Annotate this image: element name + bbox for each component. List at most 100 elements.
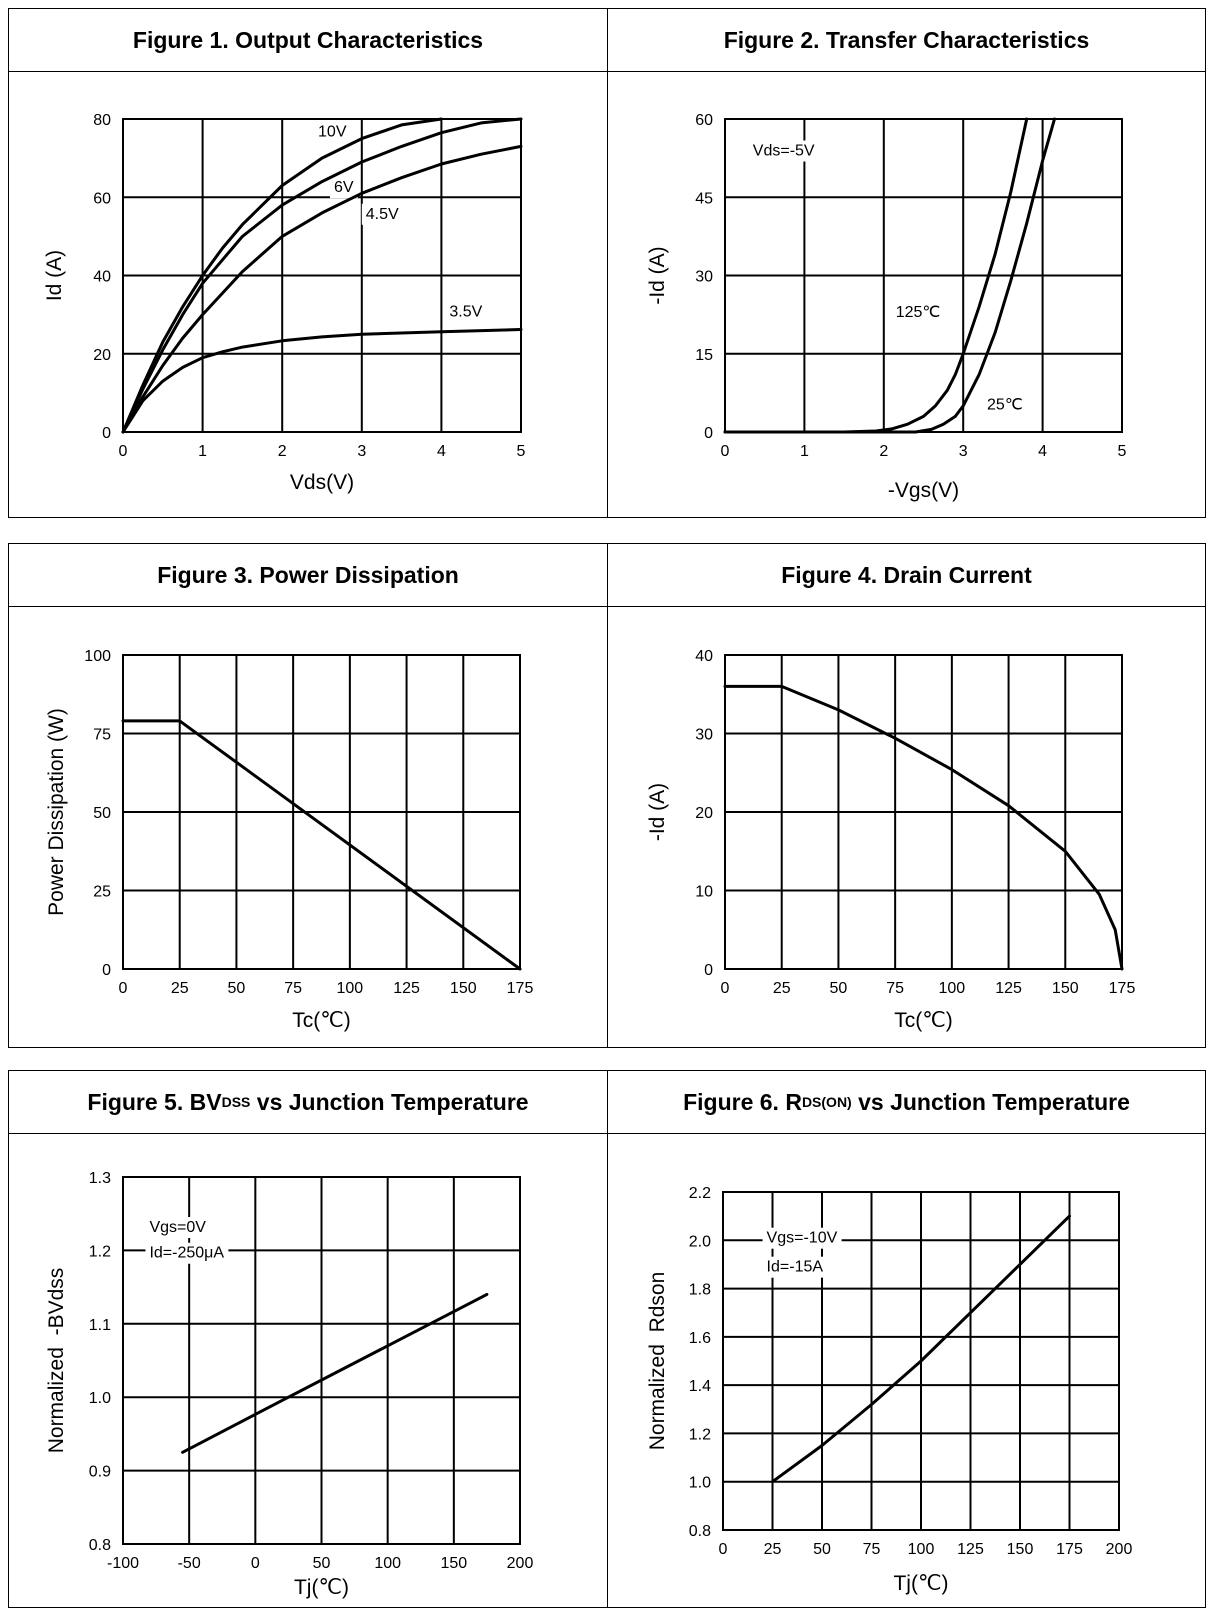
figure-2-annotation-backdrop — [891, 302, 945, 324]
figure-1-y-tick-label: 60 — [93, 190, 111, 207]
figure-6-chart: 0 25 50 75 100 125 150 175 200 0.8 1.0 1.2 1.4 1.6 1.8… — [646, 1185, 1133, 1595]
figure-5-y-tick-label: 0.8 — [89, 1537, 111, 1554]
figure-3-series-line-1 — [121, 719, 522, 971]
figure-6-y-tick-label: 1.6 — [689, 1330, 711, 1347]
figure-1-annotation: 10V — [318, 124, 347, 141]
figure-1-x-tick-label: 2 — [278, 443, 287, 460]
figure-4-x-tick-label: 100 — [939, 980, 966, 997]
figure-3-y-tick-label: 25 — [93, 884, 111, 901]
figure-1-annotation-backdrop — [361, 203, 404, 225]
figure-6-x-tick-label: 200 — [1106, 1541, 1133, 1558]
figure-1-series-line-3 — [121, 144, 523, 434]
figure-panel-3: Figure 3. Power Dissipation 0 25 50 75 100 12… — [9, 544, 607, 1047]
figure-panel-5: Figure 5. BV DSS vs Junction Temperature … — [9, 1071, 607, 1607]
figure-2-annotation: 25℃ — [987, 397, 1023, 414]
figure-6-x-tick-label: 175 — [1056, 1541, 1083, 1558]
figure-5-series-line-1 — [181, 1292, 489, 1454]
figure-3-x-tick-label: 0 — [119, 980, 128, 997]
figure-6-plot-frame — [722, 1191, 1120, 1531]
figure-4-x-tick-label: 175 — [1109, 980, 1136, 997]
figure-1-y-tick-label: 80 — [93, 112, 111, 129]
figure-6-y-tick-label: 1.4 — [689, 1378, 711, 1395]
figure-6-x-tick-label: 125 — [957, 1541, 984, 1558]
figure-1-plot-frame — [122, 118, 522, 433]
figure-4-x-axis-label: Tc(℃) — [894, 1009, 953, 1032]
figure-3-y-tick-label: 75 — [93, 727, 111, 744]
figure-2-x-tick-label: 2 — [879, 443, 888, 460]
figure-4-y-tick-label: 20 — [695, 805, 713, 822]
figure-3-x-axis-label: Tc(℃) — [292, 1009, 351, 1032]
figure-5-x-axis-label: Tj(℃) — [294, 1576, 349, 1599]
figure-3-x-tick-label: 175 — [507, 980, 534, 997]
figure-6-title-main: Figure 6. R — [683, 1088, 802, 1115]
figure-4-x-tick-label: 75 — [886, 980, 904, 997]
figure-2-x-tick-label: 0 — [721, 443, 730, 460]
figure-4-y-axis-label: -Id (A) — [646, 783, 669, 841]
figure-1-x-tick-label: 1 — [198, 443, 207, 460]
figure-6-x-tick-label: 150 — [1007, 1541, 1034, 1558]
figure-row-2: Figure 3. Power Dissipation 0 25 50 75 100 12… — [8, 543, 1206, 1048]
figure-1-chart: 0 1 2 3 4 5 0 20 40 60 80 Vds(V) Id (A) 10V 6V 4.5V 3.5V — [43, 112, 526, 494]
figure-6-series-line-1 — [771, 1214, 1071, 1484]
figure-4-title: Figure 4. Drain Current — [608, 544, 1205, 607]
figure-4-x-tick-label: 125 — [995, 980, 1022, 997]
figure-2-x-tick-label: 4 — [1038, 443, 1047, 460]
figure-1-y-tick-label: 40 — [93, 269, 111, 286]
figure-3-chart: 0 25 50 75 100 125 150 175 0 25 50 75 100 Tc(℃) Power … — [45, 648, 534, 1032]
figure-5-y-tick-label: 1.0 — [89, 1390, 111, 1407]
figure-2-annotation-backdrop — [983, 394, 1027, 416]
figure-6-annotation-backdrop — [762, 1227, 842, 1249]
figure-3-x-tick-label: 50 — [228, 980, 246, 997]
figure-3-x-tick-label: 100 — [337, 980, 364, 997]
figure-1-y-tick-label: 20 — [93, 347, 111, 364]
figure-1-x-tick-label: 0 — [119, 443, 128, 460]
figure-6-annotation: Id=-15A — [767, 1259, 824, 1276]
figure-6-y-tick-label: 0.8 — [689, 1523, 711, 1540]
figure-6-y-tick-label: 1.0 — [689, 1475, 711, 1492]
figure-1-series-line-1 — [121, 117, 443, 434]
figure-6-x-tick-label: 25 — [764, 1541, 782, 1558]
figure-5-annotation: Vgs=0V — [149, 1219, 206, 1236]
figure-5-plot-frame — [122, 1176, 521, 1545]
figure-1-y-tick-label: 0 — [102, 425, 111, 442]
figure-5-title-rest: vs Junction Temperature — [250, 1088, 529, 1115]
figure-4-y-tick-label: 0 — [704, 962, 713, 979]
figure-2-y-axis-label: -Id (A) — [646, 246, 669, 304]
figure-6-y-tick-label: 2.0 — [689, 1233, 711, 1250]
figure-5-annotation-backdrop — [145, 1242, 229, 1264]
figure-6-title-sub: DS(ON) — [801, 1094, 852, 1110]
figure-1-annotation-backdrop — [314, 121, 351, 143]
figure-2-x-tick-label: 1 — [800, 443, 809, 460]
figure-3-x-tick-label: 75 — [284, 980, 302, 997]
figure-4-chart: 0 25 50 75 100 125 150 175 0 10 20 30 40 Tc(℃) -Id (A) — [646, 648, 1136, 1032]
figure-5-title-main: Figure 5. BV — [87, 1088, 222, 1115]
figure-3-x-tick-label: 25 — [171, 980, 189, 997]
figure-5-x-tick-label: 150 — [440, 1555, 467, 1572]
figure-2-title: Figure 2. Transfer Characteristics — [608, 9, 1205, 72]
figure-panel-4: Figure 4. Drain Current 0 25 50 75 100 125 150… — [607, 544, 1205, 1047]
figure-1-x-tick-label: 5 — [517, 443, 526, 460]
figure-panel-2: Figure 2. Transfer Characteristics 0 1 2 3 4… — [607, 9, 1205, 517]
figure-6-annotation: Vgs=-10V — [767, 1230, 838, 1247]
figure-2-series-line-2 — [723, 117, 1056, 434]
figure-3-plot-frame — [122, 654, 521, 970]
figure-3-x-tick-label: 150 — [450, 980, 477, 997]
figure-1-x-tick-label: 3 — [357, 443, 366, 460]
figure-5-x-tick-label: 50 — [313, 1555, 331, 1572]
figure-1-series-line-4 — [121, 328, 523, 434]
figure-2-x-tick-label: 3 — [959, 443, 968, 460]
figure-1-annotation-backdrop — [329, 177, 358, 199]
figure-2-annotation: Vds=-5V — [753, 143, 815, 160]
figure-1-annotation-backdrop — [445, 301, 487, 323]
figure-5-x-tick-label: 0 — [251, 1555, 260, 1572]
figure-2-y-tick-label: 0 — [704, 425, 713, 442]
figure-4-x-tick-label: 25 — [773, 980, 791, 997]
figure-3-y-tick-label: 50 — [93, 805, 111, 822]
figure-1-annotation: 4.5V — [366, 206, 399, 223]
figure-4-plot-frame — [724, 654, 1123, 970]
figure-5-y-tick-label: 0.9 — [89, 1464, 111, 1481]
figure-4-x-tick-label: 150 — [1052, 980, 1079, 997]
figure-5-y-axis-label: Normalized -BVdss — [45, 1268, 68, 1454]
